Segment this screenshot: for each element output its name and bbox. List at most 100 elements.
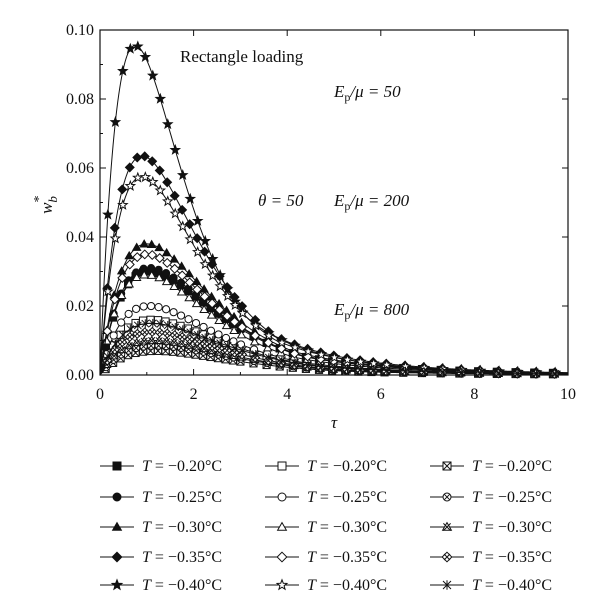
data-point	[263, 329, 275, 341]
series-layer	[99, 40, 569, 380]
y-axis-label-base: w	[37, 202, 56, 214]
data-point	[161, 118, 174, 130]
data-point	[184, 292, 194, 302]
data-point	[229, 337, 238, 346]
legend-label: T = −0.30°C	[307, 519, 387, 536]
data-point	[191, 214, 204, 226]
legend-marker	[277, 461, 287, 471]
annotation-ratio-200: Ep/μ = 200	[333, 191, 410, 213]
data-point	[161, 305, 171, 314]
legend-label: T = −0.35°C	[142, 549, 222, 566]
data-point	[184, 192, 197, 204]
y-axis-label-sub: b	[45, 196, 60, 203]
data-point	[109, 331, 118, 340]
data-point	[139, 270, 150, 279]
data-point	[263, 337, 274, 348]
data-point	[231, 349, 238, 356]
legend-marker	[443, 493, 451, 501]
data-point	[191, 276, 202, 286]
legend-label: T = −0.25°C	[472, 489, 552, 506]
data-point	[124, 162, 135, 173]
legend-label: T = −0.20°C	[142, 458, 222, 475]
data-point	[199, 258, 212, 270]
legend-marker	[111, 551, 123, 563]
data-point	[131, 242, 142, 251]
data-point	[214, 330, 223, 339]
svg-text:wb*: wb*	[32, 196, 60, 214]
data-point	[341, 353, 354, 365]
data-point	[186, 336, 193, 343]
data-point	[236, 330, 247, 339]
legend: T = −0.20°C T = −0.25°C T = −0.30°C T = −0.…	[100, 458, 552, 594]
data-point	[109, 309, 120, 318]
data-point	[124, 42, 137, 54]
data-point	[154, 303, 163, 312]
data-point	[133, 345, 140, 351]
data-point	[206, 310, 217, 319]
data-point	[209, 343, 216, 350]
data-point	[163, 337, 171, 345]
data-point	[169, 254, 179, 263]
data-point	[154, 253, 165, 264]
series-asterisk-open	[99, 318, 569, 379]
data-point	[250, 330, 261, 341]
data-point	[236, 340, 246, 349]
x-tick-label: 0	[96, 386, 104, 403]
data-point	[109, 232, 122, 244]
data-point	[184, 219, 195, 230]
data-point	[125, 347, 132, 354]
legend-item: T = −0.40°C	[265, 577, 387, 594]
data-point	[276, 336, 288, 348]
annotation-ratio-800: Ep/μ = 800	[333, 300, 410, 322]
data-point	[176, 261, 187, 270]
data-point	[178, 340, 186, 348]
data-point	[131, 272, 142, 282]
data-point	[199, 304, 209, 313]
data-point	[139, 249, 150, 260]
data-point	[146, 69, 159, 81]
data-point	[109, 294, 120, 305]
legend-label: T = −0.40°C	[142, 577, 222, 594]
legend-marker	[112, 492, 122, 502]
legend-label: T = −0.30°C	[472, 519, 552, 536]
data-point	[192, 233, 203, 244]
x-tick-label: 6	[377, 386, 385, 403]
x-tick-label: 2	[190, 386, 198, 403]
legend-marker	[275, 578, 289, 591]
data-point	[169, 190, 180, 201]
legend-label: T = −0.30°C	[142, 519, 222, 536]
data-point	[139, 151, 150, 162]
legend-marker	[277, 492, 287, 502]
legend-item: T = −0.25°C	[100, 489, 222, 506]
data-point	[249, 345, 259, 354]
legend-label: T = −0.25°C	[142, 489, 222, 506]
data-point	[199, 291, 210, 302]
data-point	[146, 175, 159, 187]
data-point	[146, 270, 157, 279]
data-point	[176, 220, 189, 232]
data-point	[169, 263, 180, 274]
y-tick-label: 0.04	[66, 229, 94, 246]
y-tick-label: 0.00	[66, 367, 94, 384]
data-point	[214, 315, 224, 325]
legend-item: T = −0.20°C	[430, 458, 552, 475]
data-point	[126, 333, 133, 341]
y-tick-label: 0.10	[66, 22, 94, 39]
data-point	[132, 252, 143, 263]
data-point	[134, 330, 141, 337]
annotation-ratio-50: Ep/μ = 50	[333, 82, 401, 104]
data-point	[119, 339, 126, 346]
legend-item: T = −0.40°C	[430, 577, 552, 594]
data-point	[139, 239, 150, 248]
y-axis-label: wb*	[32, 196, 60, 214]
legend-label: T = −0.40°C	[307, 577, 387, 594]
data-point	[109, 115, 122, 128]
data-point	[315, 348, 328, 360]
data-point	[191, 245, 204, 257]
data-point	[124, 309, 133, 319]
data-point	[154, 242, 164, 252]
data-point	[221, 290, 234, 302]
data-point	[170, 338, 178, 347]
data-point	[201, 340, 208, 347]
data-point	[117, 198, 129, 210]
